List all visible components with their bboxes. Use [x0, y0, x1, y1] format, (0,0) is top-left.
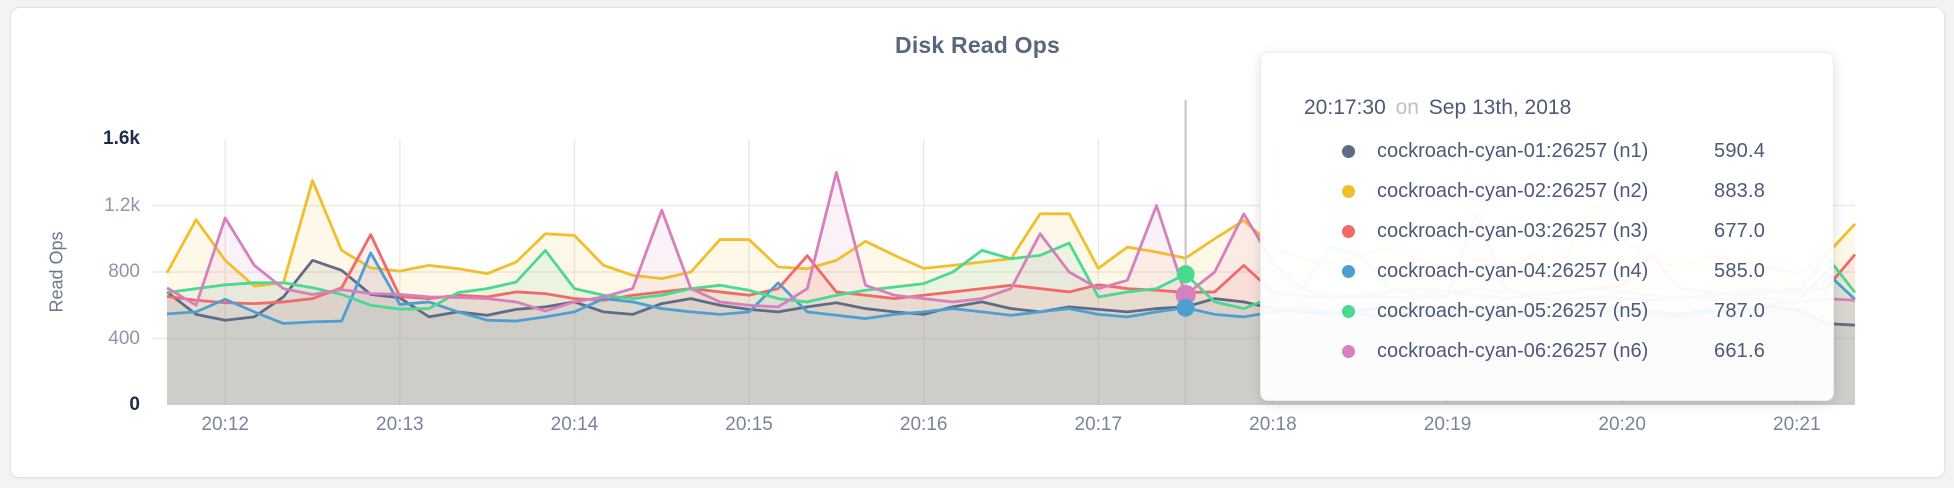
series-dot-icon — [1342, 224, 1355, 238]
series-dot-icon — [1342, 344, 1355, 358]
x-tick-label: 20:12 — [201, 414, 249, 435]
tooltip-row: cockroach-cyan-06:26257 (n6) 661.6 — [1261, 331, 1833, 371]
series-dot-icon — [1342, 264, 1355, 278]
x-tick-label: 20:13 — [376, 414, 424, 435]
hover-dot-n6 — [1175, 285, 1196, 306]
y-tick-label: 400 — [108, 327, 140, 349]
x-tick-label: 20:19 — [1423, 414, 1472, 435]
tooltip-on-word: on — [1395, 96, 1419, 119]
tooltip-date: Sep 13th, 2018 — [1428, 96, 1572, 119]
tooltip-row: cockroach-cyan-03:26257 (n3) 677.0 — [1261, 211, 1833, 251]
y-tick-label: 1.2k — [104, 194, 140, 216]
x-tick-label: 20:17 — [1074, 414, 1123, 435]
x-tick-label: 20:14 — [550, 414, 599, 435]
series-name: cockroach-cyan-03:26257 (n3) — [1377, 219, 1649, 242]
series-name: cockroach-cyan-04:26257 (n4) — [1377, 259, 1649, 282]
x-tick-label: 20:20 — [1598, 414, 1646, 435]
series-name: cockroach-cyan-06:26257 (n6) — [1377, 339, 1649, 362]
tooltip-rows: cockroach-cyan-01:26257 (n1) 590.4 cockroa… — [1261, 131, 1833, 371]
tooltip-row: cockroach-cyan-05:26257 (n5) 787.0 — [1261, 291, 1833, 331]
x-tick-label: 20:21 — [1773, 414, 1821, 435]
series-dot-icon — [1342, 144, 1355, 158]
series-value: 677.0 — [1714, 219, 1766, 242]
x-tick-label: 20:18 — [1249, 414, 1297, 435]
tooltip-time: 20:17:30 — [1304, 96, 1386, 119]
tooltip-row: cockroach-cyan-04:26257 (n4) 585.0 — [1261, 251, 1833, 291]
tooltip-header: 20:17:30 on Sep 13th, 2018 — [1304, 96, 1571, 120]
hover-dot-n4 — [1176, 298, 1195, 317]
series-name: cockroach-cyan-02:26257 (n2) — [1377, 179, 1649, 202]
series-value: 883.8 — [1714, 179, 1766, 202]
series-value: 590.4 — [1714, 139, 1766, 162]
chart-title: Disk Read Ops — [895, 32, 1060, 58]
hover-tooltip: 20:17:30 on Sep 13th, 2018 cockroach-cya… — [1260, 52, 1834, 401]
series-dot-icon — [1342, 184, 1355, 198]
series-name: cockroach-cyan-05:26257 (n5) — [1377, 299, 1649, 322]
series-value: 661.6 — [1714, 339, 1766, 362]
x-tick-label: 20:16 — [899, 414, 948, 435]
tooltip-row: cockroach-cyan-01:26257 (n1) 590.4 — [1261, 131, 1833, 171]
tooltip-row: cockroach-cyan-02:26257 (n2) 883.8 — [1261, 171, 1833, 211]
y-tick-label: 0 — [129, 394, 140, 415]
series-name: cockroach-cyan-01:26257 (n1) — [1377, 139, 1649, 162]
series-dot-icon — [1342, 304, 1355, 318]
x-tick-label: 20:15 — [725, 414, 773, 435]
y-tick-label: 1.6k — [103, 128, 140, 149]
series-value: 585.0 — [1714, 259, 1766, 282]
series-value: 787.0 — [1714, 299, 1766, 322]
hover-dot-n5 — [1176, 265, 1195, 284]
y-tick-label: 800 — [108, 261, 140, 282]
